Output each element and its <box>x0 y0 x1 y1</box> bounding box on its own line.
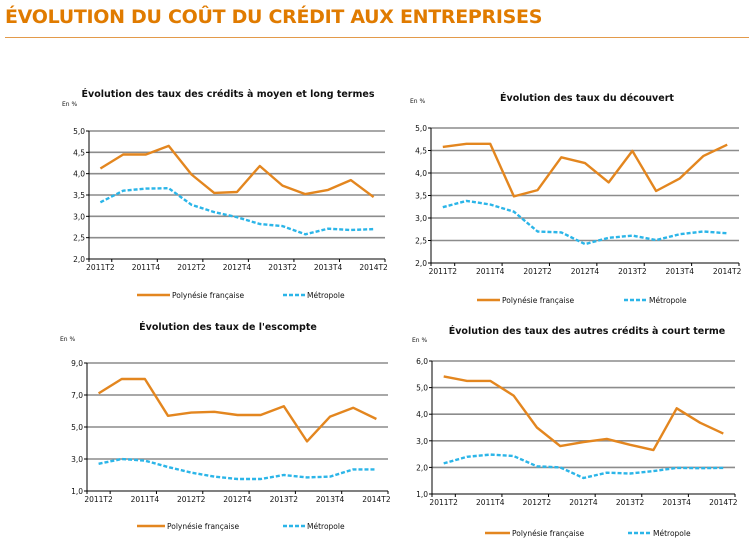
y-tick-label: 4,5 <box>415 147 427 156</box>
chart-1: Évolution des taux des crédits à moyen e… <box>62 88 388 300</box>
x-tick-label: 2013T4 <box>316 495 345 504</box>
x-tick-label: 2011T2 <box>86 263 115 272</box>
y-tick-label: 1,0 <box>71 487 83 496</box>
x-tick-label: 2013T2 <box>268 263 297 272</box>
series-line-polynesie <box>99 144 375 199</box>
chart-2: Évolution des taux du découvert En % 2,0 2,… <box>410 92 742 305</box>
y-tick-label: 4,0 <box>415 169 427 178</box>
x-tick-label: 2013T4 <box>666 267 695 276</box>
y-tick-label: 2,0 <box>73 255 85 264</box>
y-tick-label: 2,5 <box>73 234 85 243</box>
series-line-polynesie <box>442 142 728 198</box>
x-tick-label: 2012T4 <box>223 263 252 272</box>
legend-label: Métropole <box>653 529 691 538</box>
legend-label: Polynésie française <box>172 291 245 300</box>
y-tick-label: 1,0 <box>416 490 428 499</box>
x-tick-label: 2013T4 <box>314 263 343 272</box>
x-tick-label: 2012T2 <box>177 263 206 272</box>
y-axis-unit: En % <box>412 337 428 344</box>
x-tick-label: 2013T2 <box>270 495 299 504</box>
x-tick-label: 2011T2 <box>84 495 113 504</box>
x-tick-label: 2011T4 <box>132 263 161 272</box>
y-tick-label: 3,0 <box>416 437 428 446</box>
x-tick-label: 2011T4 <box>131 495 160 504</box>
x-tick-label: 2014T2 <box>359 263 388 272</box>
legend-label: Métropole <box>307 291 345 300</box>
y-tick-label: 5,0 <box>71 423 83 432</box>
series-line-metropole <box>99 186 374 236</box>
y-tick-label: 2,0 <box>415 259 427 268</box>
y-tick-label: 9,0 <box>71 359 83 368</box>
chart-4: Évolution des taux des autres crédits à … <box>412 325 738 538</box>
y-axis-unit: En % <box>62 101 78 108</box>
chart-title: Évolution des taux des crédits à moyen e… <box>82 88 375 100</box>
y-tick-label: 3,0 <box>71 455 83 464</box>
y-tick-label: 3,5 <box>415 192 427 201</box>
x-tick-label: 2011T2 <box>429 267 458 276</box>
legend-label: Polynésie française <box>167 522 240 531</box>
x-tick-label: 2011T4 <box>476 267 505 276</box>
series-line-metropole <box>98 457 377 481</box>
y-tick-label: 7,0 <box>71 391 83 400</box>
y-tick-label: 3,0 <box>73 212 85 221</box>
chart-title: Évolution des taux des autres crédits à … <box>449 325 726 337</box>
x-tick-label: 2012T4 <box>571 267 600 276</box>
x-tick-label: 2014T2 <box>709 498 738 507</box>
page-title: ÉVOLUTION DU COÛT DU CRÉDIT AUX ENTREPRI… <box>5 6 543 28</box>
chart-title: Évolution des taux du découvert <box>500 92 674 104</box>
chart-3: Évolution des taux de l'escompte En % 1,0 3… <box>60 321 391 531</box>
y-tick-label: 6,0 <box>416 357 428 366</box>
y-tick-label: 4,0 <box>416 410 428 419</box>
series-line-metropole <box>442 199 728 246</box>
x-tick-label: 2011T2 <box>429 498 458 507</box>
x-tick-label: 2012T4 <box>569 498 598 507</box>
legend-label: Métropole <box>307 522 345 531</box>
y-tick-label: 5,0 <box>416 384 428 393</box>
y-axis-unit: En % <box>410 98 426 105</box>
y-tick-label: 4,5 <box>73 148 85 157</box>
series-line-metropole <box>443 453 724 480</box>
x-tick-label: 2014T2 <box>362 495 391 504</box>
y-tick-label: 5,0 <box>415 124 427 133</box>
x-tick-label: 2012T2 <box>523 498 552 507</box>
x-tick-label: 2014T2 <box>713 267 742 276</box>
series-line-polynesie <box>97 377 377 443</box>
x-tick-label: 2012T2 <box>523 267 552 276</box>
x-tick-label: 2013T2 <box>618 267 647 276</box>
series-line-polynesie <box>443 375 724 452</box>
y-tick-label: 2,0 <box>416 463 428 472</box>
legend-label: Polynésie française <box>512 529 585 538</box>
y-tick-label: 3,0 <box>415 214 427 223</box>
x-tick-label: 2012T4 <box>223 495 252 504</box>
y-tick-label: 3,5 <box>73 191 85 200</box>
y-axis-unit: En % <box>60 336 76 343</box>
x-tick-label: 2013T2 <box>616 498 645 507</box>
x-tick-label: 2013T4 <box>663 498 692 507</box>
legend-label: Polynésie française <box>502 296 575 305</box>
y-tick-label: 2,5 <box>415 237 427 246</box>
y-tick-label: 4,0 <box>73 170 85 179</box>
x-tick-label: 2012T2 <box>177 495 206 504</box>
chart-title: Évolution des taux de l'escompte <box>139 321 317 333</box>
x-tick-label: 2011T4 <box>476 498 505 507</box>
title-divider <box>5 37 749 38</box>
y-tick-label: 5,0 <box>73 127 85 136</box>
legend-label: Métropole <box>649 296 687 305</box>
